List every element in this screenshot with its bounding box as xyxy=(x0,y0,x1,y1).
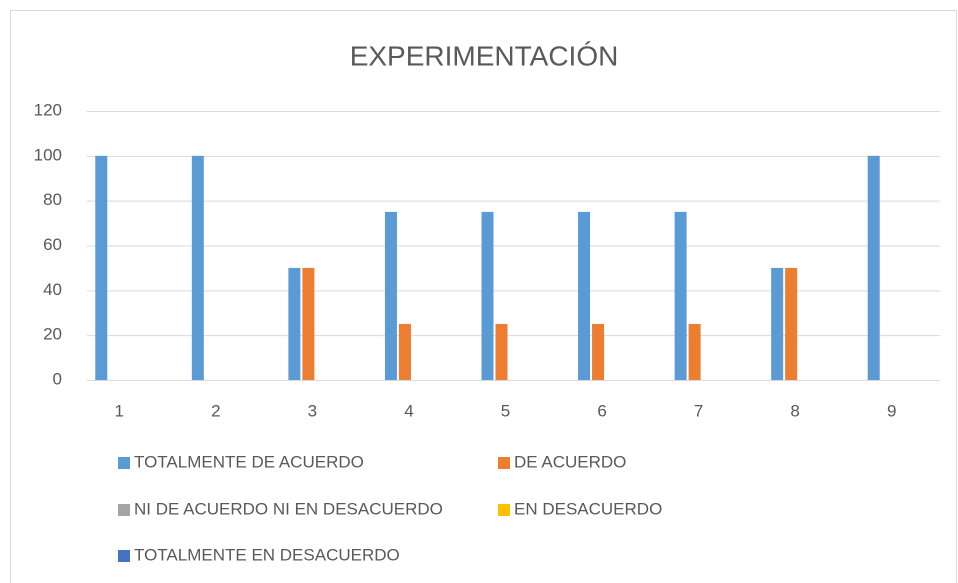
y-tick-label: 80 xyxy=(43,190,62,209)
legend-label: TOTALMENTE DE ACUERDO xyxy=(134,452,364,471)
x-tick-label: 1 xyxy=(115,401,124,420)
legend-swatch xyxy=(118,504,130,516)
legend-swatch xyxy=(498,457,510,469)
bar xyxy=(592,323,605,380)
bar xyxy=(481,211,494,380)
y-tick-label: 100 xyxy=(34,145,62,164)
x-tick-label: 6 xyxy=(597,401,606,420)
bar xyxy=(785,267,798,380)
chart-title: EXPERIMENTACIÓN xyxy=(350,40,619,71)
legend-label: DE ACUERDO xyxy=(514,452,626,471)
bar xyxy=(495,323,508,380)
y-tick-label: 20 xyxy=(43,325,62,344)
bar xyxy=(867,155,880,380)
y-tick-label: 40 xyxy=(43,280,62,299)
legend-label: NI DE ACUERDO NI EN DESACUERDO xyxy=(134,499,443,518)
legend-label: TOTALMENTE EN DESACUERDO xyxy=(134,545,400,564)
legend-swatch xyxy=(498,504,510,516)
legend-label: EN DESACUERDO xyxy=(514,499,662,518)
x-tick-label: 4 xyxy=(404,401,413,420)
bar xyxy=(398,323,411,380)
bar xyxy=(384,211,397,380)
x-tick-label: 7 xyxy=(694,401,703,420)
x-tick-label: 2 xyxy=(211,401,220,420)
bar xyxy=(288,267,301,380)
bar xyxy=(674,211,687,380)
bar xyxy=(191,155,204,380)
x-tick-label: 5 xyxy=(501,401,510,420)
bar xyxy=(302,267,315,380)
y-tick-label: 120 xyxy=(34,100,62,119)
legend-swatch xyxy=(118,550,130,562)
bar xyxy=(578,211,591,380)
bar xyxy=(771,267,784,380)
x-tick-label: 3 xyxy=(308,401,317,420)
bar xyxy=(688,323,701,380)
y-tick-label: 60 xyxy=(43,235,62,254)
x-tick-label: 9 xyxy=(887,401,896,420)
x-tick-label: 8 xyxy=(790,401,799,420)
legend-swatch xyxy=(118,457,130,469)
bar xyxy=(95,155,108,380)
y-tick-label: 0 xyxy=(53,369,62,388)
